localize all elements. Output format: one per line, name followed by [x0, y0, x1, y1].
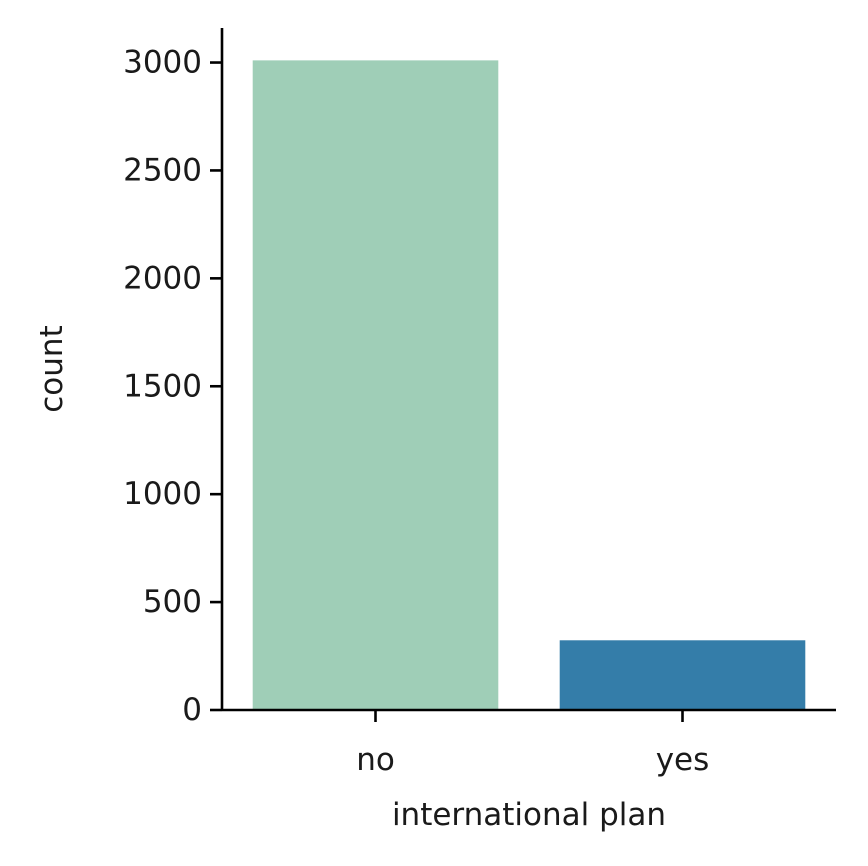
y-tick-label: 1500 — [123, 368, 202, 404]
y-axis-label: count — [34, 325, 70, 412]
y-tick-label: 500 — [143, 584, 202, 620]
y-tick-label: 0 — [182, 692, 202, 728]
y-tick-label: 2000 — [123, 260, 202, 296]
x-axis-label: international plan — [392, 797, 666, 833]
x-tick-label-no: no — [356, 742, 395, 778]
bar-no — [252, 60, 499, 711]
y-tick-label: 2500 — [123, 152, 202, 188]
x-tick-label-yes: yes — [656, 742, 710, 778]
y-tick-label: 3000 — [123, 45, 202, 81]
y-tick-label: 1000 — [123, 476, 202, 512]
bar-yes — [559, 640, 806, 710]
y-ticks-group: 0 500 1000 1500 2000 2500 3000 — [123, 45, 222, 728]
x-ticks-group: no yes — [356, 710, 709, 778]
bars-group — [252, 60, 806, 711]
